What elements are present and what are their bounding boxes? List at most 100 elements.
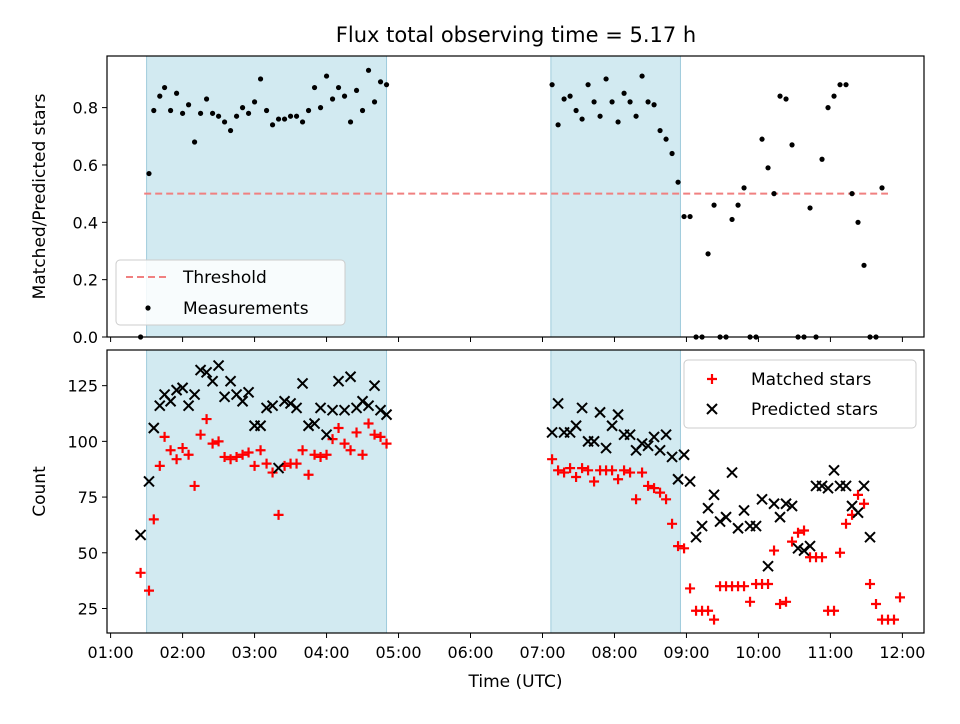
x-tick-label: 07:00 bbox=[519, 643, 565, 662]
matched-star-point bbox=[309, 449, 320, 460]
matched-star-point bbox=[655, 487, 666, 498]
measurement-point bbox=[383, 82, 390, 88]
predicted-star-point bbox=[332, 375, 345, 387]
legend-top: Threshold Measurements bbox=[115, 259, 346, 326]
matched-star-point bbox=[709, 614, 720, 625]
measurement-point bbox=[579, 116, 585, 122]
measurement-point bbox=[591, 99, 597, 105]
matched-star-point bbox=[643, 480, 654, 491]
predicted-star-point bbox=[594, 406, 606, 419]
measurement-point bbox=[675, 179, 681, 185]
matched-star-point bbox=[613, 474, 624, 485]
predicted-star-point bbox=[296, 377, 309, 390]
matched-star-point bbox=[333, 422, 344, 433]
y-tick-label: 100 bbox=[67, 432, 98, 451]
y-tick-label: 0.2 bbox=[73, 271, 98, 290]
bottom-panel: 25 50 75 100 125 01:00 02:00 03:00 04:00 05:00 06:… bbox=[30, 349, 925, 692]
predicted-star-point bbox=[368, 379, 381, 392]
measurement-point bbox=[861, 262, 867, 268]
matched-star-point bbox=[148, 514, 159, 525]
y-tick-label: 125 bbox=[67, 377, 98, 396]
predicted-star-point bbox=[374, 404, 387, 416]
legend-measurement-label: Measurements bbox=[183, 299, 309, 319]
predicted-star-point bbox=[792, 542, 804, 555]
predicted-star-point bbox=[380, 408, 393, 421]
matched-star-point bbox=[339, 438, 350, 449]
measurement-point bbox=[609, 99, 615, 105]
measurement-point bbox=[281, 116, 288, 122]
predicted-star-point bbox=[816, 480, 828, 492]
predicted-star-point bbox=[798, 544, 810, 557]
matched-star-point bbox=[243, 447, 254, 458]
matched-star-point bbox=[189, 480, 200, 491]
predicted-star-point bbox=[143, 475, 155, 488]
measurement-point bbox=[837, 82, 843, 88]
predicted-star-point bbox=[654, 444, 666, 456]
y-tick-label: 0.0 bbox=[73, 328, 98, 347]
matched-star-point bbox=[625, 467, 636, 478]
matched-star-point bbox=[679, 543, 690, 554]
legend-matched-swatch bbox=[707, 374, 717, 384]
predicted-star-point bbox=[708, 489, 720, 501]
measurement-point bbox=[377, 79, 384, 85]
x-axis-label: Time (UTC) bbox=[468, 672, 563, 692]
predicted-star-point bbox=[546, 426, 558, 439]
predicted-star-point bbox=[344, 371, 357, 383]
predicted-star-point bbox=[242, 386, 255, 399]
shaded-interval bbox=[550, 349, 681, 634]
matched-star-point bbox=[171, 454, 182, 465]
predicted-star-point bbox=[570, 420, 582, 432]
matched-star-point bbox=[201, 414, 212, 425]
measurement-point bbox=[669, 150, 675, 157]
legend-threshold-label: Threshold bbox=[182, 268, 267, 288]
measurement-point bbox=[807, 205, 813, 211]
measurement-point bbox=[251, 99, 258, 105]
matched-star-point bbox=[865, 578, 876, 589]
measurement-point bbox=[269, 122, 276, 128]
measurement-point bbox=[317, 105, 324, 111]
matched-star-point bbox=[673, 541, 684, 552]
x-tick-label: 10:00 bbox=[735, 643, 781, 662]
matched-star-point bbox=[225, 454, 236, 465]
matched-star-point bbox=[685, 583, 696, 594]
matched-star-point bbox=[793, 527, 804, 538]
predicted-star-point bbox=[212, 359, 225, 372]
predicted-star-point bbox=[134, 529, 147, 541]
predicted-star-point bbox=[148, 422, 160, 434]
measurement-point bbox=[783, 96, 789, 102]
measurement-point bbox=[215, 113, 222, 119]
x-tick-label: 01:00 bbox=[88, 643, 134, 662]
predicted-star-point bbox=[852, 506, 864, 519]
matched-star-point bbox=[835, 547, 846, 558]
matched-star-point bbox=[363, 418, 374, 429]
predicted-star-point bbox=[690, 531, 702, 543]
predicted-star-point bbox=[188, 388, 201, 401]
predicted-star-point bbox=[738, 504, 750, 517]
matched-star-point bbox=[775, 599, 786, 610]
measurement-point bbox=[197, 110, 204, 116]
matched-star-point bbox=[889, 614, 900, 625]
predicted-star-point bbox=[828, 464, 840, 477]
matched-star-point bbox=[703, 605, 714, 616]
measurement-point bbox=[651, 102, 657, 108]
matched-star-point bbox=[267, 467, 278, 478]
matched-star-point bbox=[781, 596, 792, 607]
measurement-point bbox=[146, 170, 152, 177]
matched-star-point bbox=[357, 449, 368, 460]
chart-title: Flux total observing time = 5.17 h bbox=[336, 23, 696, 47]
matched-star-point bbox=[871, 599, 882, 610]
predicted-star-point bbox=[858, 480, 870, 492]
matched-star-point bbox=[559, 467, 570, 478]
measurement-point bbox=[681, 213, 687, 220]
predicted-star-point bbox=[804, 540, 816, 552]
matched-star-point bbox=[661, 494, 672, 505]
measurement-point bbox=[825, 105, 831, 111]
y-tick-label: 0.6 bbox=[73, 156, 98, 175]
legend-box bbox=[683, 359, 917, 429]
measurement-point bbox=[293, 113, 300, 119]
predicted-star-point bbox=[218, 391, 231, 403]
measurement-point bbox=[855, 219, 861, 225]
matched-star-point bbox=[787, 536, 798, 547]
matched-star-point bbox=[859, 498, 870, 509]
